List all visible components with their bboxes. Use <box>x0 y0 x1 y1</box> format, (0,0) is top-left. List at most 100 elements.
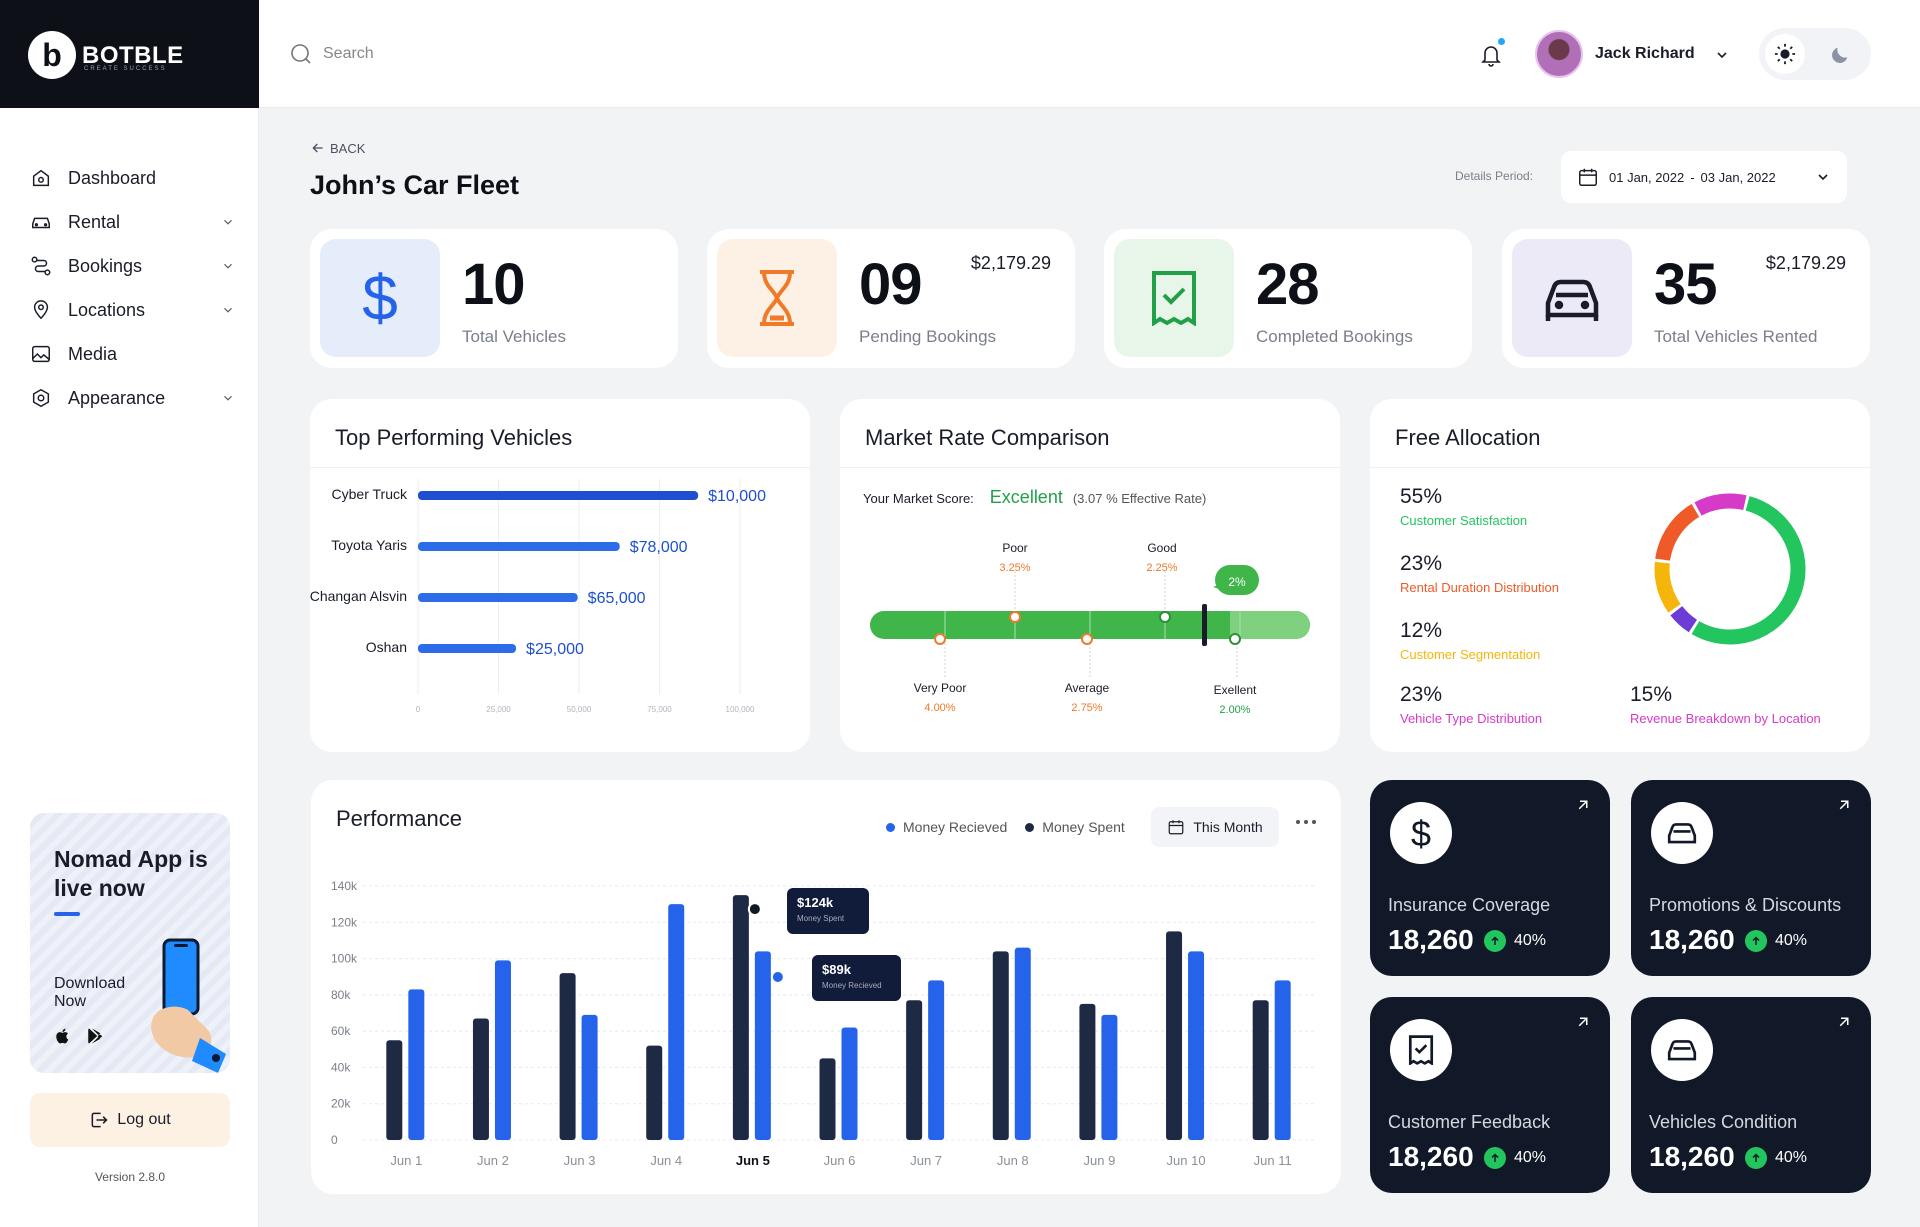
map-pin-icon <box>33 300 49 320</box>
sidebar-item-rental[interactable]: Rental <box>30 200 235 244</box>
light-mode-button[interactable] <box>1765 34 1805 74</box>
stat-card-total-vehicles[interactable]: $ 10 Total Vehicles <box>310 229 678 368</box>
bar-money-received <box>841 1027 858 1140</box>
allocation-item: 23% Rental Duration Distribution <box>1400 552 1559 595</box>
chevron-down-icon[interactable] <box>221 303 235 317</box>
allocation-pct: 23% <box>1400 552 1443 575</box>
donut-segment <box>1654 493 1806 645</box>
bar-money-spent <box>1252 1000 1269 1140</box>
market-rate-gauge <box>870 565 1310 679</box>
tile-title: Promotions & Discounts <box>1649 895 1842 915</box>
sidebar-item-locations[interactable]: Locations <box>30 288 235 332</box>
chevron-down-icon[interactable] <box>221 215 235 229</box>
donut-segment <box>1654 493 1806 645</box>
app-promo-card[interactable]: Nomad App is live now Download Now <box>30 813 230 1073</box>
promo-accent-bar <box>54 912 80 916</box>
date-range-picker[interactable]: 01 Jan, 2022 - 03 Jan, 2022 <box>1561 151 1847 203</box>
stat-card-pending-bookings[interactable]: 09 Pending Bookings $2,179.29 <box>707 229 1075 368</box>
market-marker-value: 2% <box>1228 575 1246 589</box>
tile-percent: 40% <box>1514 932 1547 949</box>
theme-toggle[interactable] <box>1759 28 1871 80</box>
sidebar-item-label: Dashboard <box>68 167 157 188</box>
x-tick-label: Jun 1 <box>390 1153 422 1168</box>
category-label: Changan Alsvin <box>310 588 407 604</box>
sidebar-item-appearance[interactable]: Appearance <box>30 376 235 420</box>
market-value-good: 2.25% <box>1146 562 1178 574</box>
arrow-up-right-icon[interactable] <box>1574 796 1592 814</box>
calendar-icon <box>1169 820 1184 835</box>
arrow-up-right-icon[interactable] <box>1835 796 1853 814</box>
top-vehicles-card: Top Performing Vehicles 0 25,000 50,000 75,… <box>310 399 810 752</box>
allocation-pct: 12% <box>1400 619 1443 642</box>
tile-value: 18,260 <box>1388 924 1474 955</box>
market-score-value: Excellent <box>989 487 1063 507</box>
legend-dot-spent <box>1025 822 1035 832</box>
trend-up-icon <box>1484 930 1506 952</box>
avatar[interactable] <box>1535 30 1583 78</box>
allocation-pct: 23% <box>1400 683 1443 706</box>
x-tick-label: Jun 6 <box>824 1153 856 1168</box>
allocation-item: 15% Revenue Breakdown by Location <box>1630 683 1821 726</box>
logout-label: Log out <box>117 1111 171 1128</box>
x-tick-label: 75,000 <box>647 705 672 714</box>
x-tick-label: Jun 5 <box>736 1153 770 1168</box>
x-tick-label: Jun 11 <box>1254 1153 1292 1168</box>
back-link[interactable]: BACK <box>310 140 365 156</box>
bar-money-received <box>1014 947 1031 1140</box>
free-allocation-card: Free Allocation 55% Customer Satisfactio… <box>1370 399 1870 752</box>
x-tick-label: Jun 3 <box>564 1153 596 1168</box>
stat-card-vehicles-rented[interactable]: 35 Total Vehicles Rented $2,179.29 <box>1502 229 1870 368</box>
bar <box>418 593 578 602</box>
donut-segment <box>1654 493 1806 645</box>
user-name[interactable]: Jack Richard <box>1595 45 1695 62</box>
moon-icon[interactable] <box>1829 44 1851 66</box>
sidebar-item-media[interactable]: Media <box>30 332 235 376</box>
sidebar-item-label: Appearance <box>68 387 166 408</box>
tile-insurance-coverage[interactable]: $ Insurance Coverage 18,260 40% <box>1370 780 1610 976</box>
card-title: Performance <box>336 806 462 831</box>
more-options-icon[interactable] <box>1295 818 1317 826</box>
allocation-label: Rental Duration Distribution <box>1400 580 1559 595</box>
stat-icon-box <box>1114 239 1234 357</box>
tooltip-value: $124k <box>797 895 834 910</box>
chevron-down-icon[interactable] <box>221 391 235 405</box>
arrow-up-right-icon[interactable] <box>1835 1013 1853 1031</box>
x-tick-label: Jun 2 <box>477 1153 509 1168</box>
arrow-up-right-icon[interactable] <box>1574 1013 1592 1031</box>
x-tick-label: Jun 10 <box>1167 1153 1206 1168</box>
search-input[interactable]: Search <box>323 45 374 62</box>
tile-customer-feedback[interactable]: Customer Feedback 18,260 40% <box>1370 997 1610 1193</box>
market-score-label: Your Market Score: <box>863 491 974 506</box>
bar-money-received <box>581 1014 598 1140</box>
logo[interactable]: b BOTBLE CREATE SUCCESS <box>0 0 259 108</box>
y-tick-label: 100k <box>331 952 358 966</box>
range-selector[interactable]: This Month <box>1151 807 1279 847</box>
sidebar-item-bookings[interactable]: Bookings <box>30 244 235 288</box>
market-marker-badge <box>1215 565 1259 595</box>
chevron-down-icon[interactable] <box>1714 47 1730 63</box>
search-box[interactable]: Search <box>289 42 374 66</box>
dollar-icon: $ <box>1411 815 1431 851</box>
feedback-icon <box>1408 1035 1434 1065</box>
logout-button[interactable]: Log out <box>30 1093 230 1147</box>
apple-icon[interactable] <box>54 1026 72 1046</box>
bar <box>418 491 699 500</box>
tile-percent: 40% <box>1514 1149 1547 1166</box>
tile-value: 18,260 <box>1649 924 1735 955</box>
market-score-row: Your Market Score: Excellent (3.07 % Eff… <box>863 487 1206 508</box>
stat-card-completed-bookings[interactable]: 28 Completed Bookings <box>1104 229 1472 368</box>
tile-value: 18,260 <box>1388 1141 1474 1172</box>
brand-name: BOTBLE <box>82 42 184 69</box>
tile-promotions-discounts[interactable]: Promotions & Discounts 18,260 40% <box>1631 780 1871 976</box>
stat-icon-box <box>1512 239 1632 357</box>
card-title: Free Allocation <box>1395 425 1541 450</box>
play-store-icon[interactable] <box>86 1027 104 1045</box>
trend-up-icon <box>1745 1147 1767 1169</box>
notification-bell-icon[interactable] <box>1479 42 1503 68</box>
card-divider <box>840 467 1340 468</box>
card-title: Top Performing Vehicles <box>335 425 573 450</box>
bar-money-received <box>1188 951 1205 1140</box>
sidebar-item-dashboard[interactable]: Dashboard <box>30 156 235 200</box>
chevron-down-icon[interactable] <box>221 259 235 273</box>
tile-vehicles-condition[interactable]: Vehicles Condition 18,260 40% <box>1631 997 1871 1193</box>
